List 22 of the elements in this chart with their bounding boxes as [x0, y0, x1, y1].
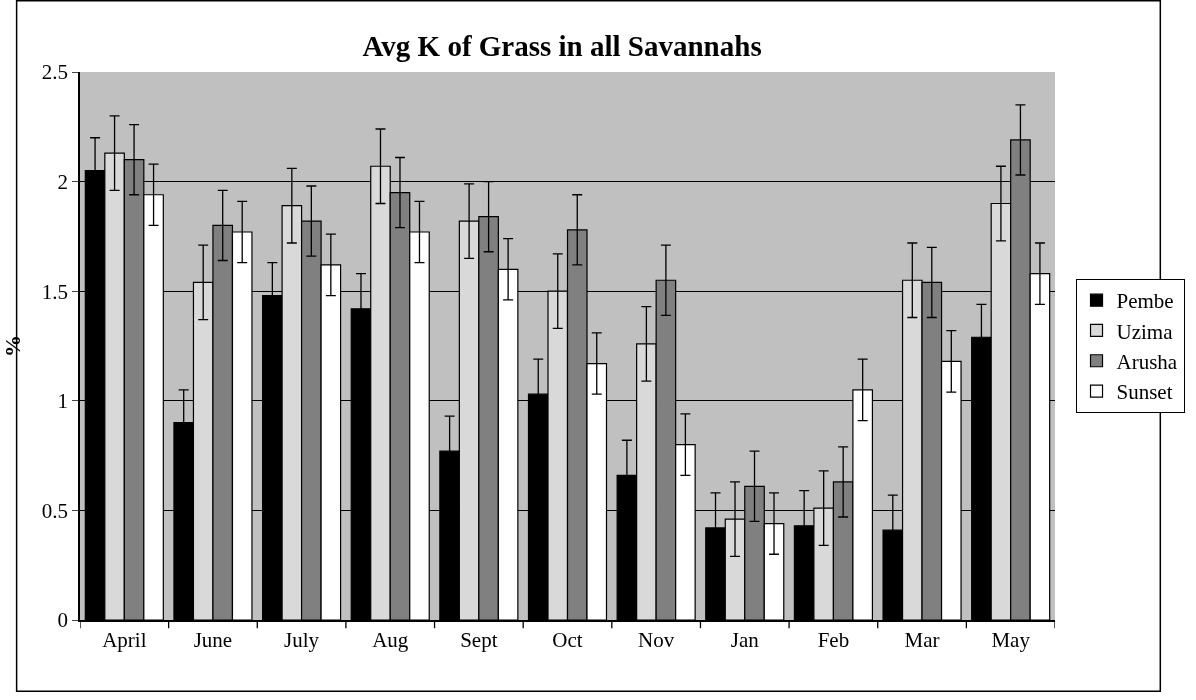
- legend-label: Sunset: [1116, 380, 1173, 405]
- x-tick-label: Jan: [730, 627, 760, 652]
- y-tick-label: 0.5: [41, 498, 69, 523]
- x-tick-label: Aug: [372, 627, 409, 652]
- x-tick-label: Oct: [552, 627, 583, 652]
- x-tick-label: Mar: [904, 627, 940, 652]
- y-tick-label: 0: [57, 608, 69, 633]
- x-tick-label: Nov: [638, 627, 675, 652]
- legend-label: Uzima: [1116, 319, 1174, 344]
- x-tick-label: Sept: [460, 627, 498, 652]
- x-tick-label: May: [991, 627, 1031, 652]
- x-tick-label: Feb: [817, 627, 850, 652]
- x-tick-label: July: [284, 627, 320, 652]
- y-tick-label: 2: [57, 169, 69, 194]
- y-tick-label: 1: [57, 389, 69, 414]
- chart-title: Avg K of Grass in all Savannahs: [362, 29, 762, 62]
- x-tick-label: June: [193, 627, 233, 652]
- legend-label: Pembe: [1116, 289, 1174, 314]
- x-tick-label: April: [102, 627, 147, 652]
- legend-label: Arusha: [1116, 349, 1178, 374]
- y-tick-label: 1.5: [41, 279, 69, 304]
- y-tick-label: 2.5: [41, 60, 69, 85]
